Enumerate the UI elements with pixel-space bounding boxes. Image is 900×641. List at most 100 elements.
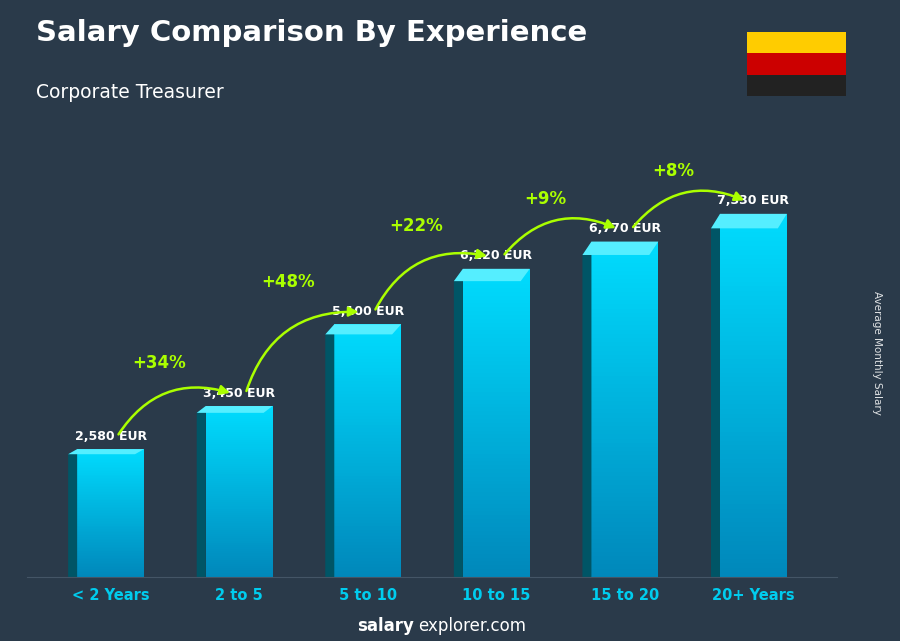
- Bar: [463, 412, 530, 415]
- Bar: [206, 457, 273, 460]
- Bar: [334, 384, 401, 387]
- Bar: [720, 363, 787, 368]
- Bar: [720, 513, 787, 518]
- Bar: [77, 502, 144, 503]
- Bar: [720, 531, 787, 536]
- Bar: [77, 510, 144, 512]
- Bar: [334, 378, 401, 381]
- Bar: [77, 526, 144, 528]
- Bar: [720, 332, 787, 337]
- Bar: [334, 340, 401, 343]
- Bar: [334, 542, 401, 545]
- Bar: [463, 562, 530, 565]
- Bar: [463, 338, 530, 342]
- Bar: [463, 365, 530, 369]
- Bar: [720, 214, 787, 219]
- Bar: [206, 534, 273, 537]
- Bar: [591, 342, 658, 346]
- Bar: [206, 517, 273, 519]
- Bar: [206, 436, 273, 438]
- Bar: [77, 456, 144, 457]
- Bar: [463, 573, 530, 577]
- Bar: [463, 408, 530, 412]
- Bar: [463, 450, 530, 454]
- Bar: [334, 331, 401, 334]
- Bar: [77, 545, 144, 547]
- Bar: [77, 515, 144, 516]
- Bar: [720, 377, 787, 382]
- Bar: [334, 479, 401, 482]
- Bar: [334, 554, 401, 558]
- Bar: [77, 574, 144, 576]
- Bar: [206, 526, 273, 528]
- Bar: [334, 536, 401, 539]
- Bar: [77, 508, 144, 510]
- Bar: [463, 438, 530, 442]
- Bar: [463, 354, 530, 358]
- Bar: [747, 32, 846, 53]
- Bar: [720, 345, 787, 350]
- Bar: [206, 547, 273, 549]
- Bar: [591, 518, 658, 522]
- Bar: [334, 390, 401, 394]
- Bar: [591, 426, 658, 430]
- Bar: [591, 460, 658, 463]
- Bar: [720, 241, 787, 246]
- Bar: [206, 442, 273, 444]
- Bar: [463, 558, 530, 562]
- Bar: [591, 493, 658, 497]
- Bar: [206, 532, 273, 534]
- Text: Average Monthly Salary: Average Monthly Salary: [872, 290, 883, 415]
- Bar: [720, 450, 787, 454]
- Bar: [720, 304, 787, 309]
- Bar: [463, 345, 530, 350]
- Bar: [334, 438, 401, 441]
- Polygon shape: [325, 324, 334, 577]
- Bar: [463, 377, 530, 381]
- Bar: [720, 468, 787, 472]
- Bar: [77, 494, 144, 495]
- Bar: [720, 554, 787, 559]
- Polygon shape: [454, 269, 463, 577]
- Bar: [591, 317, 658, 321]
- Bar: [77, 470, 144, 472]
- Bar: [720, 563, 787, 568]
- Bar: [720, 350, 787, 354]
- Bar: [720, 427, 787, 431]
- Bar: [591, 564, 658, 569]
- Bar: [206, 537, 273, 538]
- Bar: [334, 469, 401, 472]
- Bar: [77, 490, 144, 492]
- Bar: [463, 303, 530, 307]
- Bar: [591, 544, 658, 547]
- Bar: [720, 269, 787, 273]
- Bar: [720, 459, 787, 463]
- Bar: [77, 513, 144, 515]
- Bar: [334, 570, 401, 574]
- Bar: [463, 535, 530, 538]
- Bar: [591, 313, 658, 317]
- Bar: [591, 539, 658, 544]
- Bar: [463, 330, 530, 334]
- Bar: [720, 490, 787, 495]
- Bar: [720, 273, 787, 278]
- Bar: [591, 489, 658, 493]
- Bar: [591, 250, 658, 254]
- Bar: [206, 528, 273, 530]
- Bar: [720, 237, 787, 241]
- Polygon shape: [454, 269, 530, 281]
- Bar: [206, 504, 273, 506]
- Bar: [591, 296, 658, 300]
- Bar: [720, 232, 787, 237]
- Bar: [334, 488, 401, 492]
- Bar: [591, 288, 658, 292]
- Bar: [463, 299, 530, 303]
- Bar: [720, 509, 787, 513]
- Bar: [206, 474, 273, 476]
- Bar: [591, 279, 658, 283]
- Bar: [591, 242, 658, 246]
- Bar: [463, 504, 530, 508]
- Bar: [463, 446, 530, 450]
- Bar: [463, 508, 530, 512]
- Bar: [334, 400, 401, 403]
